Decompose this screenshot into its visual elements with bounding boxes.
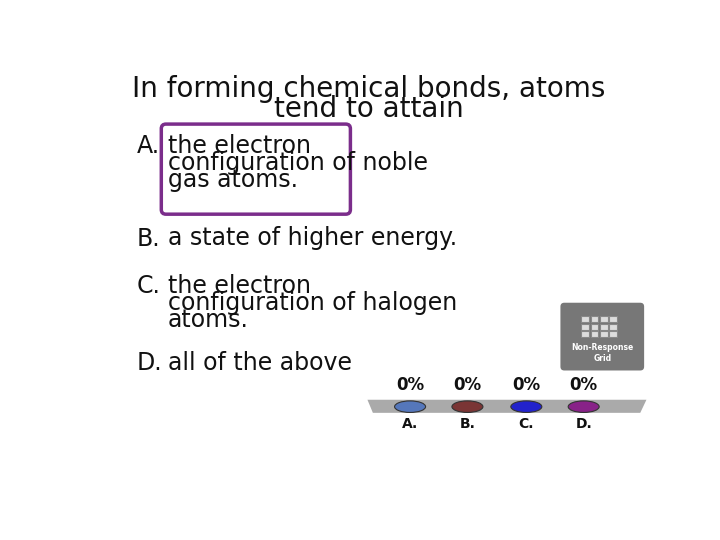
Polygon shape: [367, 400, 647, 413]
Text: 0%: 0%: [454, 376, 482, 394]
FancyBboxPatch shape: [609, 331, 617, 338]
FancyBboxPatch shape: [590, 316, 598, 322]
FancyBboxPatch shape: [581, 316, 589, 322]
Text: 0%: 0%: [396, 376, 424, 394]
Text: configuration of noble: configuration of noble: [168, 151, 428, 175]
FancyBboxPatch shape: [609, 316, 617, 322]
Text: A.: A.: [402, 417, 418, 431]
Text: a state of higher energy.: a state of higher energy.: [168, 226, 456, 251]
Text: D.: D.: [137, 351, 162, 375]
Text: gas atoms.: gas atoms.: [168, 168, 297, 192]
Text: Non-Response
Grid: Non-Response Grid: [571, 343, 634, 363]
Text: C.: C.: [137, 274, 161, 298]
Ellipse shape: [452, 401, 483, 413]
Ellipse shape: [395, 401, 426, 413]
FancyBboxPatch shape: [581, 331, 589, 338]
FancyBboxPatch shape: [590, 331, 598, 338]
Text: the electron: the electron: [168, 274, 310, 298]
Ellipse shape: [510, 401, 542, 413]
Text: B.: B.: [459, 417, 475, 431]
Text: A.: A.: [137, 134, 160, 158]
Text: 0%: 0%: [512, 376, 541, 394]
Text: tend to attain: tend to attain: [274, 96, 464, 124]
FancyBboxPatch shape: [600, 316, 608, 322]
Text: 0%: 0%: [570, 376, 598, 394]
FancyBboxPatch shape: [600, 331, 608, 338]
FancyBboxPatch shape: [581, 323, 589, 330]
FancyBboxPatch shape: [161, 124, 351, 214]
Text: all of the above: all of the above: [168, 351, 351, 375]
Text: configuration of halogen: configuration of halogen: [168, 291, 456, 315]
Text: atoms.: atoms.: [168, 308, 248, 332]
Text: B.: B.: [137, 226, 160, 251]
Text: D.: D.: [575, 417, 592, 431]
FancyBboxPatch shape: [600, 323, 608, 330]
Text: C.: C.: [518, 417, 534, 431]
FancyBboxPatch shape: [609, 323, 617, 330]
Ellipse shape: [568, 401, 599, 413]
Text: In forming chemical bonds, atoms: In forming chemical bonds, atoms: [132, 76, 606, 104]
FancyBboxPatch shape: [560, 303, 644, 370]
Text: the electron: the electron: [168, 134, 310, 158]
FancyBboxPatch shape: [590, 323, 598, 330]
